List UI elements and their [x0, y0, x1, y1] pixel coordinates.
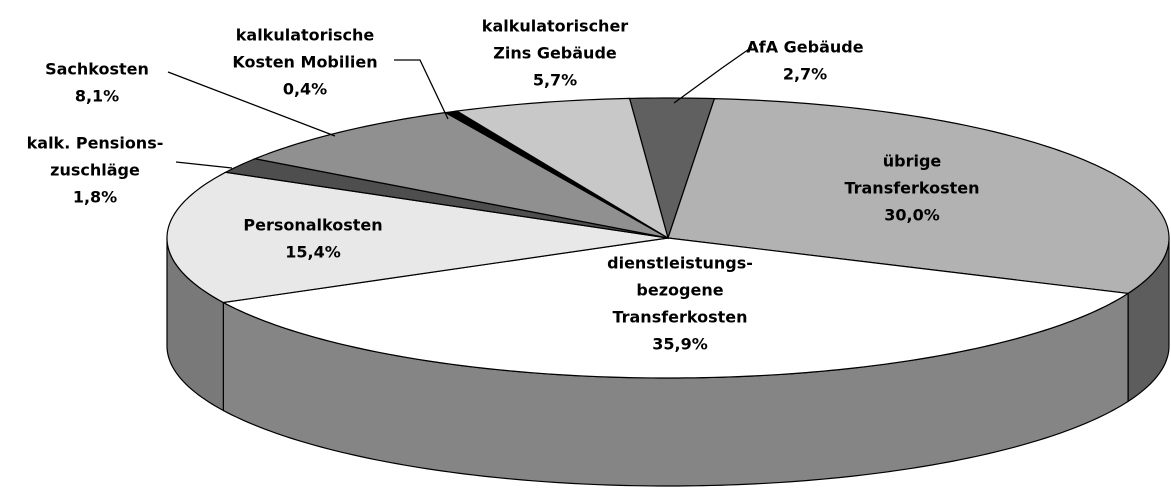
value-label: 0,4%: [283, 80, 327, 99]
pie-sides: [166, 237, 1170, 487]
leader-line: [394, 59, 449, 120]
value-label: 5,7%: [533, 71, 577, 90]
slice: [166, 171, 669, 304]
value-label: 2,7%: [783, 65, 827, 84]
slice: [628, 97, 716, 241]
slice: [455, 97, 669, 240]
slice-label: kalkulatorische: [236, 26, 375, 45]
slice-label: Transferkosten: [844, 179, 979, 198]
pie-tops: [166, 97, 1170, 379]
value-label: 30,0%: [884, 206, 940, 225]
value-label: 35,9%: [652, 335, 708, 354]
leader-line: [167, 71, 336, 137]
slice: [223, 158, 669, 239]
slice: [252, 111, 669, 239]
value-label: 15,4%: [285, 243, 341, 262]
slice: [221, 237, 1130, 379]
slice: [667, 97, 1170, 295]
slice-label: übrige: [883, 152, 942, 171]
slice-label: AfA Gebäude: [746, 38, 863, 57]
labels: AfA Gebäude 2,7% übrige Transferkosten 30,0%…: [27, 17, 980, 354]
slice-label: kalk. Pensions-: [27, 134, 164, 153]
slice-label: Transferkosten: [612, 308, 747, 327]
slice-label: Personalkosten: [243, 216, 382, 235]
slice-label: Zins Gebäude: [493, 44, 617, 63]
leader-line: [175, 161, 233, 169]
value-label: 8,1%: [75, 87, 119, 106]
slice-label: Kosten Mobilien: [232, 53, 377, 72]
value-label: 1,8%: [73, 188, 117, 207]
leader-lines: [167, 46, 753, 169]
slice-label: Sachkosten: [45, 60, 149, 79]
slice-label: bezogene: [636, 281, 723, 300]
slice-label: zuschläge: [50, 161, 140, 180]
slice-label: dienstleistungs-: [607, 254, 753, 273]
slice-label: kalkulatorischer: [482, 17, 629, 36]
leader-line: [673, 46, 753, 104]
